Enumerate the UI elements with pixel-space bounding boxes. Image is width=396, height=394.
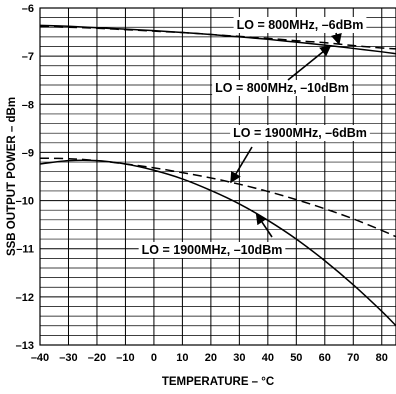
y-tick-label: –10	[16, 196, 34, 208]
annotation-label: LO = 800MHz, –6dBm	[237, 18, 364, 32]
x-tick-label: 10	[176, 352, 188, 364]
annotation-label-background	[233, 17, 367, 33]
series-lines	[39, 24, 396, 327]
x-tick-label: 50	[290, 352, 302, 364]
annotation-800mhz-10dbm: LO = 800MHz, –10dBm	[212, 45, 352, 96]
annotation-arrow	[287, 45, 332, 81]
annotation-1900mhz-10dbm: LO = 1900MHz, –10dBm	[138, 212, 286, 258]
x-tick-label: –30	[59, 352, 77, 364]
x-tick-label: 80	[376, 352, 388, 364]
y-tick-label: –8	[22, 99, 34, 111]
x-tick-label: 30	[233, 352, 245, 364]
plot-frame	[39, 7, 396, 346]
x-tick-label: 20	[205, 352, 217, 364]
annotation-label: LO = 1900MHz, –6dBm	[233, 126, 367, 140]
y-tick-label: –12	[16, 292, 34, 304]
x-tick-label: 0	[151, 352, 157, 364]
annotation-label-background	[212, 80, 352, 96]
x-tick-label: –20	[88, 352, 106, 364]
x-tick-label: –10	[116, 352, 134, 364]
x-tick-labels: –40 –30 –20 –10 0 10 20 30 40 50 60 70 80	[31, 352, 388, 364]
annotation-label: LO = 800MHz, –10dBm	[215, 81, 349, 95]
series-annotations: LO = 800MHz, –6dBm LO = 800MHz, –10dBm LO …	[138, 17, 370, 258]
annotation-label: LO = 1900MHz, –10dBm	[142, 243, 283, 257]
y-tick-labels: –6 –7 –8 –9 –10 –11 –12 –13	[16, 3, 34, 352]
annotation-arrow	[230, 146, 253, 184]
series-line-1900mhz-10dbm	[39, 159, 396, 327]
y-tick-label: –6	[22, 3, 34, 15]
x-tick-label: 70	[347, 352, 359, 364]
y-tick-label: –13	[16, 340, 34, 352]
annotation-arrow	[255, 212, 273, 238]
series-line-1900mhz-6dbm	[39, 157, 396, 238]
annotation-800mhz-6dbm: LO = 800MHz, –6dBm	[233, 17, 367, 46]
x-axis-label: TEMPERATURE – °C	[162, 376, 274, 388]
y-tick-label: –7	[22, 51, 34, 63]
y-tick-label: –9	[22, 147, 34, 159]
annotation-arrow	[330, 32, 342, 46]
annotation-label-background	[138, 242, 286, 258]
series-line-800mhz-10dbm	[39, 24, 396, 55]
x-tick-label: 40	[262, 352, 274, 364]
y-axis-label: SSB OUTPUT POWER – dBm	[6, 97, 18, 256]
annotation-1900mhz-6dbm: LO = 1900MHz, –6dBm	[230, 125, 370, 184]
x-tick-label: 60	[319, 352, 331, 364]
y-tick-label: –11	[16, 244, 34, 256]
grid	[39, 7, 396, 346]
x-tick-label: –40	[31, 352, 49, 364]
annotation-label-background	[230, 125, 370, 141]
